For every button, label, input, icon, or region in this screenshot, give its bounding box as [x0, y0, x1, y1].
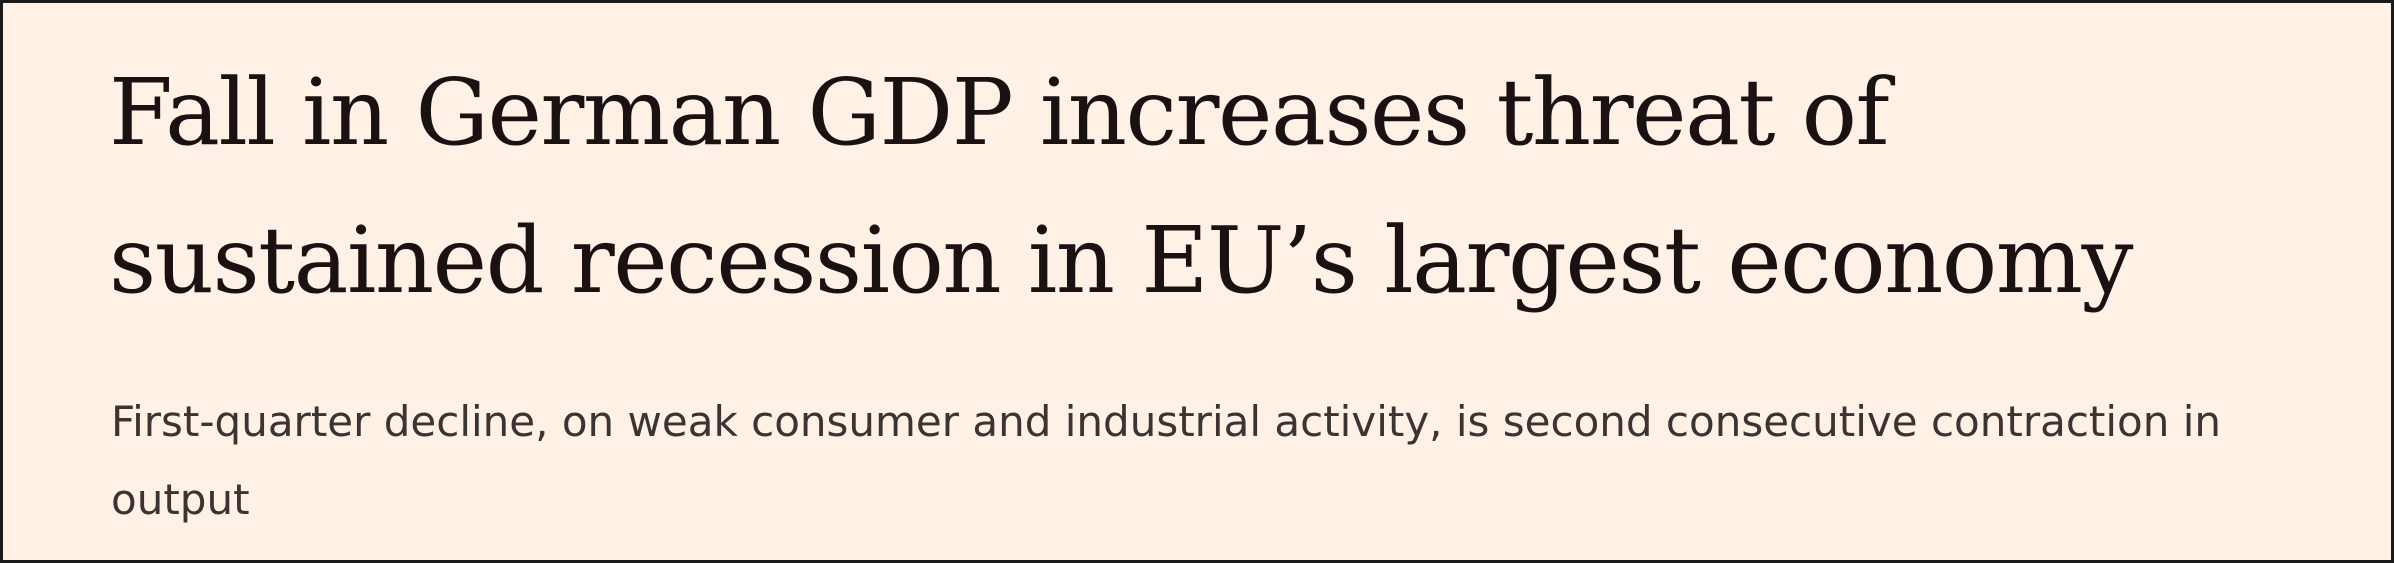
- article-headline[interactable]: Fall in German GDP increases threat of s…: [109, 59, 2133, 314]
- article-standfirst: First-quarter decline, on weak consumer …: [111, 397, 2222, 524]
